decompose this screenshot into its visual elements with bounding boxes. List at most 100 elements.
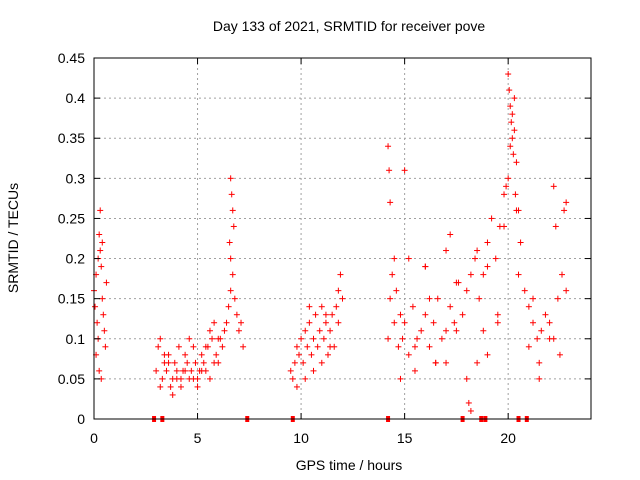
data-point bbox=[337, 271, 344, 278]
data-point bbox=[227, 175, 234, 182]
y-axis-label: SRMTID / TECUs bbox=[5, 183, 21, 293]
data-point bbox=[102, 343, 109, 350]
data-point bbox=[389, 271, 396, 278]
data-point bbox=[287, 367, 294, 374]
data-point bbox=[395, 343, 402, 350]
data-point bbox=[386, 167, 393, 174]
data-point bbox=[100, 311, 107, 318]
data-point bbox=[92, 303, 99, 310]
data-point bbox=[563, 199, 570, 206]
data-point bbox=[451, 319, 458, 326]
data-point bbox=[202, 343, 209, 350]
data-point bbox=[339, 295, 346, 302]
data-point bbox=[438, 335, 445, 342]
x-tick-label: 0 bbox=[90, 430, 98, 446]
data-point bbox=[459, 311, 466, 318]
y-tick-label: 0.15 bbox=[58, 291, 85, 307]
y-tick-label: 0.25 bbox=[58, 210, 85, 226]
data-point bbox=[472, 255, 479, 262]
data-point bbox=[512, 191, 519, 198]
data-point bbox=[517, 239, 524, 246]
data-points bbox=[91, 71, 570, 414]
data-point bbox=[155, 343, 162, 350]
data-point bbox=[310, 367, 317, 374]
data-point bbox=[296, 351, 303, 358]
data-point bbox=[312, 311, 319, 318]
data-point bbox=[484, 351, 491, 358]
data-point bbox=[206, 327, 213, 334]
data-point bbox=[411, 343, 418, 350]
data-point bbox=[103, 279, 110, 286]
data-point bbox=[508, 119, 515, 126]
data-point bbox=[385, 335, 392, 342]
data-point bbox=[484, 239, 491, 246]
data-point bbox=[240, 343, 247, 350]
data-point bbox=[200, 359, 207, 366]
data-point bbox=[530, 319, 537, 326]
data-point bbox=[96, 367, 103, 374]
data-point bbox=[507, 143, 514, 150]
data-point bbox=[209, 335, 216, 342]
data-point bbox=[229, 207, 236, 214]
data-point bbox=[169, 391, 176, 398]
data-point bbox=[329, 311, 336, 318]
data-point bbox=[335, 319, 342, 326]
data-point bbox=[238, 319, 245, 326]
data-point bbox=[289, 375, 296, 382]
data-point bbox=[525, 343, 532, 350]
data-point bbox=[387, 199, 394, 206]
y-tick-label: 0.35 bbox=[58, 130, 85, 146]
data-point bbox=[521, 287, 528, 294]
data-point bbox=[173, 367, 180, 374]
data-point bbox=[171, 359, 178, 366]
data-point bbox=[291, 359, 298, 366]
data-point bbox=[99, 239, 106, 246]
data-point bbox=[434, 295, 441, 302]
data-point bbox=[190, 375, 197, 382]
data-point bbox=[97, 207, 104, 214]
data-point bbox=[414, 335, 421, 342]
data-point bbox=[507, 103, 514, 110]
data-point bbox=[542, 311, 549, 318]
data-point bbox=[182, 367, 189, 374]
data-point bbox=[506, 87, 513, 94]
data-point bbox=[233, 311, 240, 318]
data-point bbox=[182, 351, 189, 358]
y-tick-label: 0.2 bbox=[66, 251, 86, 267]
data-point bbox=[559, 271, 566, 278]
data-point bbox=[503, 183, 510, 190]
data-point bbox=[534, 335, 541, 342]
data-point bbox=[225, 303, 232, 310]
data-point bbox=[426, 343, 433, 350]
data-point bbox=[494, 311, 501, 318]
data-point bbox=[173, 375, 180, 382]
data-point bbox=[546, 335, 553, 342]
data-point bbox=[308, 351, 315, 358]
data-point bbox=[327, 327, 334, 334]
data-point bbox=[227, 255, 234, 262]
data-point bbox=[211, 319, 218, 326]
data-point bbox=[509, 111, 516, 118]
data-point bbox=[430, 319, 437, 326]
data-point bbox=[157, 383, 164, 390]
data-point bbox=[306, 303, 313, 310]
data-point bbox=[94, 319, 101, 326]
data-point bbox=[474, 247, 481, 254]
data-point bbox=[320, 335, 327, 342]
data-point bbox=[405, 255, 412, 262]
data-point bbox=[302, 327, 309, 334]
data-point bbox=[229, 271, 236, 278]
data-point bbox=[223, 319, 230, 326]
data-point bbox=[411, 367, 418, 374]
data-point bbox=[443, 247, 450, 254]
data-point bbox=[322, 319, 329, 326]
data-point bbox=[401, 167, 408, 174]
data-point bbox=[215, 335, 222, 342]
data-point bbox=[447, 231, 454, 238]
data-point bbox=[393, 287, 400, 294]
data-point bbox=[157, 335, 164, 342]
data-point bbox=[153, 367, 160, 374]
data-point bbox=[219, 343, 226, 350]
data-point bbox=[511, 95, 518, 102]
